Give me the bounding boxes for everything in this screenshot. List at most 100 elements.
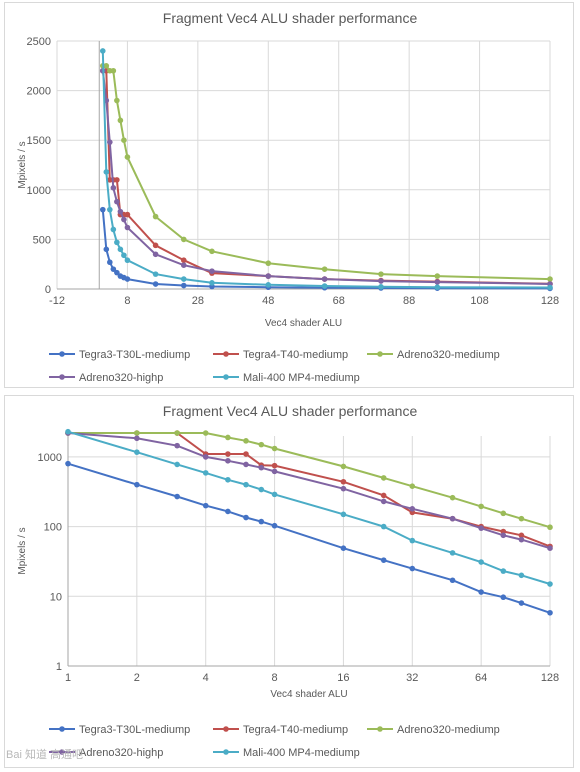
data-point	[225, 434, 231, 441]
data-point	[380, 498, 387, 505]
data-point	[114, 239, 120, 246]
watermark-logo: Bai 知道 高通吧	[6, 749, 84, 761]
data-point	[134, 449, 140, 455]
series-line-5	[67, 430, 551, 585]
legend-swatch-marker	[59, 749, 65, 755]
x-tick-label: 1	[65, 672, 71, 684]
data-point	[121, 252, 127, 259]
data-point	[547, 284, 553, 291]
data-point	[124, 154, 131, 160]
data-point	[518, 532, 525, 539]
data-point	[478, 503, 484, 510]
data-point	[321, 276, 328, 282]
data-point	[209, 268, 215, 274]
data-point	[500, 594, 507, 601]
legend-item-label: Tegra3-T30L-mediump	[79, 724, 190, 736]
data-point	[449, 515, 456, 522]
data-point	[114, 198, 120, 205]
data-point	[271, 491, 278, 498]
x-tick-label: 128	[541, 672, 559, 684]
y-axis-title: Mpixels / s	[17, 527, 28, 574]
data-point	[449, 550, 456, 556]
data-point	[500, 568, 507, 574]
data-point	[202, 470, 209, 476]
x-axis-title: Vec4 shader ALU	[265, 318, 342, 329]
data-point	[114, 269, 120, 276]
x-tick-label: 32	[406, 672, 418, 684]
y-tick-label: 100	[44, 522, 62, 534]
x-tick-label: 128	[541, 295, 559, 307]
data-point	[434, 273, 441, 279]
data-point	[180, 236, 187, 243]
legend-item-label: Tegra4-T40-mediump	[243, 349, 348, 361]
data-point	[174, 430, 180, 436]
data-point	[110, 266, 117, 272]
legend-item-label: Adreno320-mediump	[397, 724, 500, 736]
data-point	[225, 457, 231, 464]
legend-item-label: Mali-400 MP4-mediump	[243, 747, 360, 759]
data-point	[225, 476, 231, 483]
data-point	[434, 284, 441, 291]
y-tick-label: 1000	[38, 452, 62, 464]
x-tick-label: 16	[337, 672, 349, 684]
data-point	[265, 260, 272, 267]
data-point	[378, 284, 384, 290]
data-point	[152, 271, 159, 277]
x-tick-label: 108	[470, 295, 488, 307]
data-point	[124, 211, 131, 218]
series-line-2	[68, 432, 551, 548]
data-point	[478, 559, 484, 565]
data-point	[340, 463, 347, 470]
data-point	[121, 137, 127, 143]
data-point	[110, 67, 117, 74]
data-point	[518, 572, 525, 579]
data-point	[271, 462, 278, 469]
legend-item-label: Adreno320-highp	[79, 372, 163, 384]
data-point	[107, 259, 113, 266]
legend-swatch-marker	[59, 374, 65, 380]
data-point	[478, 525, 484, 531]
data-point	[380, 475, 387, 481]
data-point	[340, 545, 347, 551]
data-point	[271, 445, 278, 452]
data-point	[134, 435, 140, 442]
data-point	[134, 481, 140, 488]
data-point	[378, 271, 384, 277]
data-point	[121, 216, 127, 223]
data-point	[202, 430, 209, 436]
data-point	[209, 248, 215, 255]
series-line-4	[101, 70, 551, 285]
data-point	[340, 485, 347, 492]
data-point	[518, 515, 525, 522]
data-point	[321, 283, 328, 289]
legend-item-label: Tegra3-T30L-mediump	[79, 349, 190, 361]
x-tick-label: 28	[192, 295, 204, 307]
data-point	[409, 506, 416, 512]
series-line-4	[67, 432, 551, 550]
data-point	[202, 502, 209, 509]
data-point	[378, 278, 384, 284]
legend-swatch-marker	[377, 726, 383, 732]
data-point	[321, 266, 328, 272]
data-point	[124, 224, 131, 231]
y-tick-label: 0	[45, 284, 51, 296]
data-point	[114, 97, 120, 104]
data-point	[152, 251, 159, 258]
y-tick-label: 2000	[27, 86, 51, 98]
data-point	[152, 281, 159, 287]
y-tick-label: 1	[56, 661, 62, 673]
data-point	[110, 226, 117, 233]
data-point	[124, 276, 131, 282]
chart-linear-svg: Fragment Vec4 ALU shader performance 0 500…	[17, 10, 559, 384]
series-line-5	[101, 50, 551, 289]
data-point	[258, 441, 265, 448]
x-tick-label: 88	[403, 295, 415, 307]
data-point	[103, 63, 110, 69]
legend-swatch-marker	[223, 749, 229, 755]
x-tick-label: 64	[475, 672, 487, 684]
x-tick-label: 48	[262, 295, 274, 307]
data-point	[152, 213, 159, 220]
data-point	[243, 481, 249, 488]
data-point	[99, 48, 106, 54]
x-tick-label: 8	[272, 672, 278, 684]
